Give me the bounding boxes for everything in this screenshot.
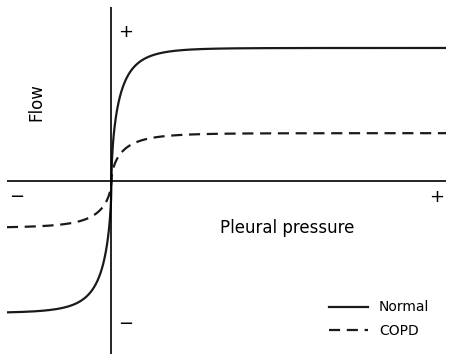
Text: Pleural pressure: Pleural pressure	[220, 219, 354, 237]
Text: +: +	[429, 188, 444, 206]
Legend: Normal, COPD: Normal, COPD	[323, 295, 435, 344]
Text: −: −	[9, 188, 24, 206]
Text: Flow: Flow	[27, 83, 45, 121]
Text: −: −	[118, 315, 133, 333]
Text: +: +	[118, 23, 133, 40]
